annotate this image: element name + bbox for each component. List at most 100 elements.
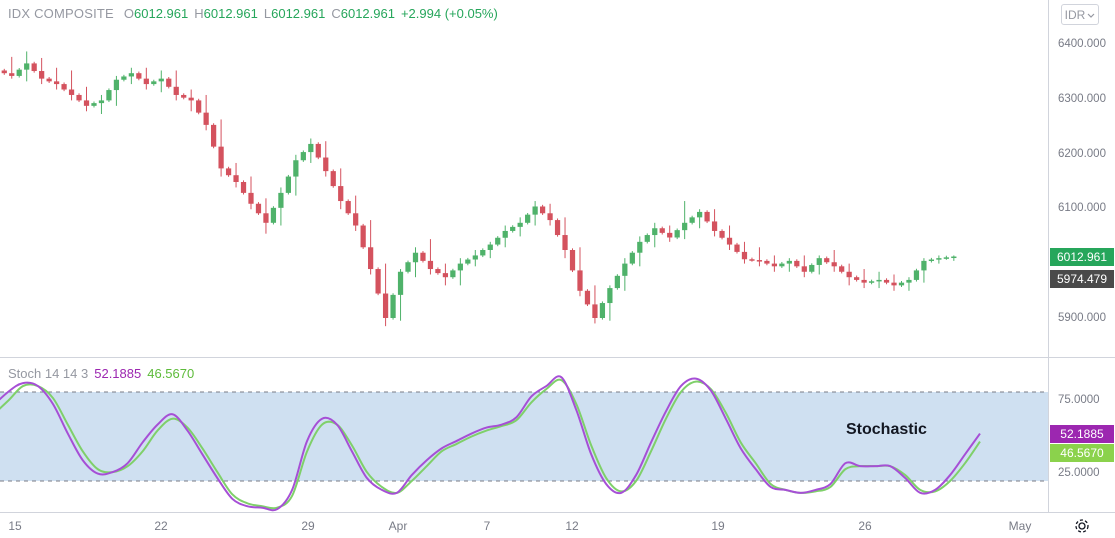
candle-body: [854, 277, 860, 280]
candle-body: [435, 269, 441, 274]
candle-body: [9, 73, 15, 76]
candle-body: [465, 259, 471, 264]
candle-body: [569, 250, 576, 271]
candle-body: [652, 228, 658, 236]
price-axis-tick: 5900.000: [1058, 312, 1106, 324]
candle-body: [158, 78, 164, 82]
candle-body: [293, 160, 299, 177]
candle-body: [629, 252, 635, 264]
time-axis-tick: 29: [301, 519, 315, 533]
candle-body: [278, 192, 284, 208]
time-axis-tick: May: [1008, 519, 1032, 533]
candle-body: [46, 78, 52, 82]
stoch-series: [0, 375, 981, 512]
candlestick-series: [1, 51, 957, 327]
candle-body: [741, 251, 748, 260]
candle-body: [614, 275, 620, 289]
candle-body: [128, 73, 134, 77]
candle-body: [487, 244, 493, 250]
stoch-k-line: [0, 375, 981, 512]
stochastic-annotation: Stochastic: [846, 421, 927, 438]
candle-body: [427, 260, 434, 270]
candle-body: [674, 230, 680, 238]
candle-body: [315, 143, 321, 158]
candle-body: [846, 271, 852, 278]
second-price-tag: 5974.479: [1050, 270, 1114, 288]
candle-body: [76, 94, 82, 101]
gear-icon[interactable]: [1072, 516, 1092, 536]
time-axis-tick: 26: [858, 519, 872, 533]
candle-body: [420, 252, 426, 261]
candle-body: [368, 247, 374, 270]
candle-body: [554, 220, 561, 236]
high-value: 6012.961: [203, 6, 258, 21]
time-axis-tick: 19: [711, 519, 725, 533]
stoch-title[interactable]: Stoch 14 14 3: [8, 366, 89, 381]
candle-body: [255, 203, 262, 214]
candle-body: [397, 271, 404, 295]
candle-body: [330, 171, 336, 187]
candle-body: [405, 262, 411, 272]
stoch-legend: Stoch 14 14 3 52.1885 46.5670: [8, 366, 200, 381]
candle-body: [682, 222, 688, 231]
candle-body: [210, 124, 217, 147]
candle-body: [696, 211, 703, 218]
candle-body: [794, 260, 800, 267]
candle-body: [592, 304, 598, 318]
candle-body: [375, 269, 381, 294]
candle-body: [233, 175, 239, 182]
candle-body: [824, 258, 830, 263]
candle-body: [562, 235, 568, 250]
candle-body: [457, 263, 463, 271]
candle-body: [921, 260, 927, 271]
candle-body: [951, 256, 957, 259]
candle-body: [31, 63, 37, 72]
candle-body: [218, 146, 224, 169]
candle-body: [517, 222, 523, 227]
candle-body: [412, 252, 419, 263]
candle-body: [719, 230, 725, 238]
candle-body: [861, 279, 867, 283]
candle-body: [98, 100, 105, 104]
candle-body: [203, 112, 209, 125]
symbol-name[interactable]: IDX COMPOSITE: [8, 6, 114, 21]
candle-body: [898, 282, 905, 286]
candle-body: [345, 201, 351, 214]
candle-body: [39, 71, 45, 79]
price-axis-tick: 6400.000: [1058, 38, 1106, 50]
candle-body: [181, 94, 187, 98]
close-label: C: [331, 6, 341, 21]
candle-body: [166, 78, 172, 87]
candle-body: [502, 230, 508, 238]
candle-body: [151, 81, 157, 85]
candle-body: [143, 78, 149, 85]
candle-body: [285, 176, 292, 193]
candle-body: [659, 228, 665, 233]
candle-body: [689, 217, 695, 223]
price-axis-tick: 6200.000: [1058, 148, 1106, 160]
candle-body: [607, 288, 613, 304]
candle-body: [196, 100, 202, 113]
close-value: 6012.961: [340, 6, 395, 21]
candle-body: [876, 279, 882, 282]
candle-body: [771, 263, 778, 267]
candle-body: [121, 76, 127, 80]
candle-body: [382, 293, 389, 318]
currency-label: IDR: [1064, 7, 1086, 22]
candle-body: [360, 225, 366, 248]
candle-body: [53, 81, 60, 85]
candle-body: [442, 273, 449, 278]
stoch-d-line: [0, 378, 981, 510]
candle-body: [667, 232, 673, 238]
currency-selector[interactable]: IDR: [1061, 4, 1099, 25]
candle-body: [353, 213, 359, 226]
candle-body: [786, 260, 792, 264]
stoch-d-tag: 46.5670: [1050, 444, 1114, 462]
candle-body: [764, 260, 770, 264]
time-axis-tick: Apr: [388, 519, 408, 533]
candle-body: [711, 221, 718, 231]
stoch-d-value: 46.5670: [147, 366, 195, 381]
candle-body: [495, 237, 501, 245]
candle-body: [270, 207, 277, 223]
